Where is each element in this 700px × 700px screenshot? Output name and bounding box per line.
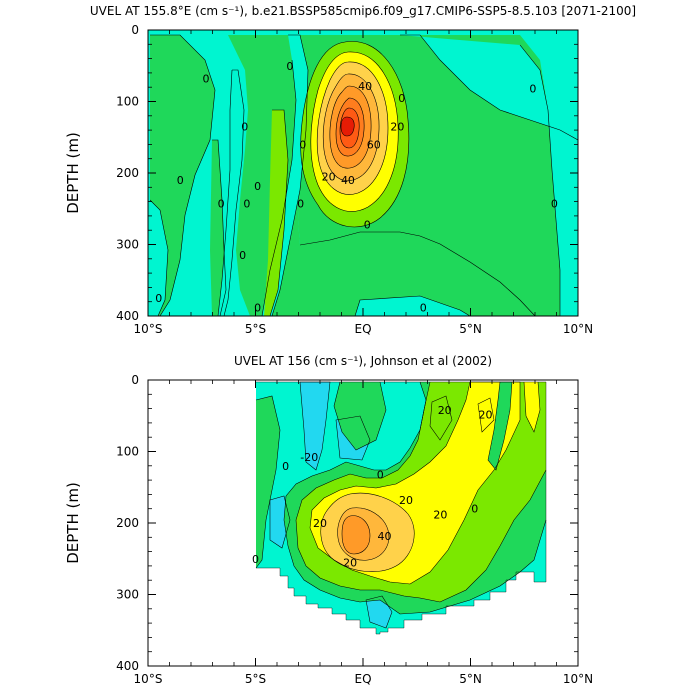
x-tick-label: 5°S bbox=[245, 322, 266, 336]
y-tick-label: 0 bbox=[131, 373, 139, 387]
contour-region-top-cyan-channel-1 bbox=[262, 35, 308, 316]
contour-label: 20 bbox=[438, 404, 452, 417]
contour-label: 20 bbox=[479, 408, 493, 421]
chart-bottom-title: UVEL AT 156 (cm s⁻¹), Johnson et al (200… bbox=[234, 354, 492, 368]
contour-label: 20 bbox=[399, 494, 413, 507]
contour-label: 0 bbox=[398, 92, 405, 105]
contour-label: 0 bbox=[252, 553, 259, 566]
x-tick-label: 5°N bbox=[459, 672, 482, 686]
contour-label: 0 bbox=[254, 301, 261, 314]
y-axis-title-bottom: DEPTH (m) bbox=[64, 482, 82, 564]
y-tick-label: 400 bbox=[116, 309, 139, 323]
contour-label: 20 bbox=[343, 556, 357, 569]
contour-labels-bottom: 20 20 -20 0 20 20 20 40 20 0 0 0 bbox=[252, 404, 493, 569]
contour-label: 60 bbox=[367, 138, 381, 151]
contour-region-top-west-strip bbox=[210, 140, 226, 316]
contour-label: 40 bbox=[378, 530, 392, 543]
chart-bottom: UVEL AT 156 (cm s⁻¹), Johnson et al (200… bbox=[64, 354, 593, 686]
contour-region-bottom-core bbox=[342, 515, 370, 554]
x-axis-top: 10°S 5°S EQ 5°N 10°N bbox=[134, 30, 593, 336]
contour-label: 0 bbox=[471, 503, 478, 516]
y-tick-label: 300 bbox=[116, 588, 139, 602]
contour-fill-bottom bbox=[255, 381, 547, 635]
contour-label: 0 bbox=[177, 174, 184, 187]
contour-label: 0 bbox=[377, 468, 384, 481]
y-tick-label: 200 bbox=[116, 166, 139, 180]
contour-region-bottom-negative-1 bbox=[300, 382, 330, 470]
contour-label: 0 bbox=[529, 83, 536, 96]
contour-label: 20 bbox=[322, 171, 336, 184]
contour-label: 40 bbox=[358, 80, 372, 93]
contour-label: 0 bbox=[218, 198, 225, 211]
contour-label: 0 bbox=[299, 138, 306, 151]
contour-label: 0 bbox=[282, 460, 289, 473]
x-axis-bottom: 10°S 5°S EQ 5°N 10°N bbox=[134, 380, 593, 686]
contour-label: 40 bbox=[341, 174, 355, 187]
contour-region-bottom-green-west bbox=[256, 396, 280, 568]
x-tick-label: 10°N bbox=[563, 672, 593, 686]
x-tick-label: EQ bbox=[354, 672, 371, 686]
y-axis-title-top: DEPTH (m) bbox=[64, 132, 82, 214]
x-tick-label: 5°N bbox=[459, 322, 482, 336]
contour-lines-bottom bbox=[255, 381, 547, 635]
x-tick-label: 10°N bbox=[563, 322, 593, 336]
contour-label: 0 bbox=[155, 292, 162, 305]
contour-region-top-central-positive bbox=[228, 35, 535, 316]
contour-label: 0 bbox=[297, 198, 304, 211]
x-tick-label: 10°S bbox=[134, 322, 163, 336]
x-tick-label: 5°S bbox=[245, 672, 266, 686]
contour-fill-top bbox=[148, 30, 578, 316]
contour-label: 0 bbox=[286, 60, 293, 73]
contour-label: -20 bbox=[300, 451, 318, 464]
contour-label: 20 bbox=[313, 517, 327, 530]
contour-label: 0 bbox=[239, 249, 246, 262]
contour-region-bottom-east-streak bbox=[488, 382, 512, 470]
y-tick-label: 200 bbox=[116, 516, 139, 530]
chart-top-title: UVEL AT 155.8°E (cm s⁻¹), b.e21.BSSP585c… bbox=[90, 4, 636, 18]
y-tick-label: 300 bbox=[116, 238, 139, 252]
contour-label: 0 bbox=[241, 121, 248, 134]
chart-top: UVEL AT 155.8°E (cm s⁻¹), b.e21.BSSP585c… bbox=[64, 4, 636, 336]
contour-lines-top bbox=[149, 34, 578, 316]
contour-label: 20 bbox=[433, 508, 447, 521]
y-tick-label: 100 bbox=[116, 445, 139, 459]
contour-region-top-core bbox=[341, 117, 355, 136]
contour-label: 0 bbox=[243, 198, 250, 211]
contour-region-top-cyan-east bbox=[400, 35, 578, 316]
contour-label: 0 bbox=[420, 301, 427, 314]
contour-label: 0 bbox=[551, 198, 558, 211]
y-tick-label: 400 bbox=[116, 659, 139, 673]
y-tick-label: 0 bbox=[131, 23, 139, 37]
contour-label: 0 bbox=[254, 180, 261, 193]
contour-label: 20 bbox=[390, 121, 404, 134]
contour-region-top-strip-10 bbox=[264, 110, 288, 316]
y-tick-label: 100 bbox=[116, 95, 139, 109]
x-tick-label: EQ bbox=[354, 322, 371, 336]
contour-label: 0 bbox=[364, 218, 371, 231]
contour-label: 0 bbox=[203, 73, 210, 86]
contour-region-top-cyan-south bbox=[355, 296, 470, 316]
x-tick-label: 10°S bbox=[134, 672, 163, 686]
